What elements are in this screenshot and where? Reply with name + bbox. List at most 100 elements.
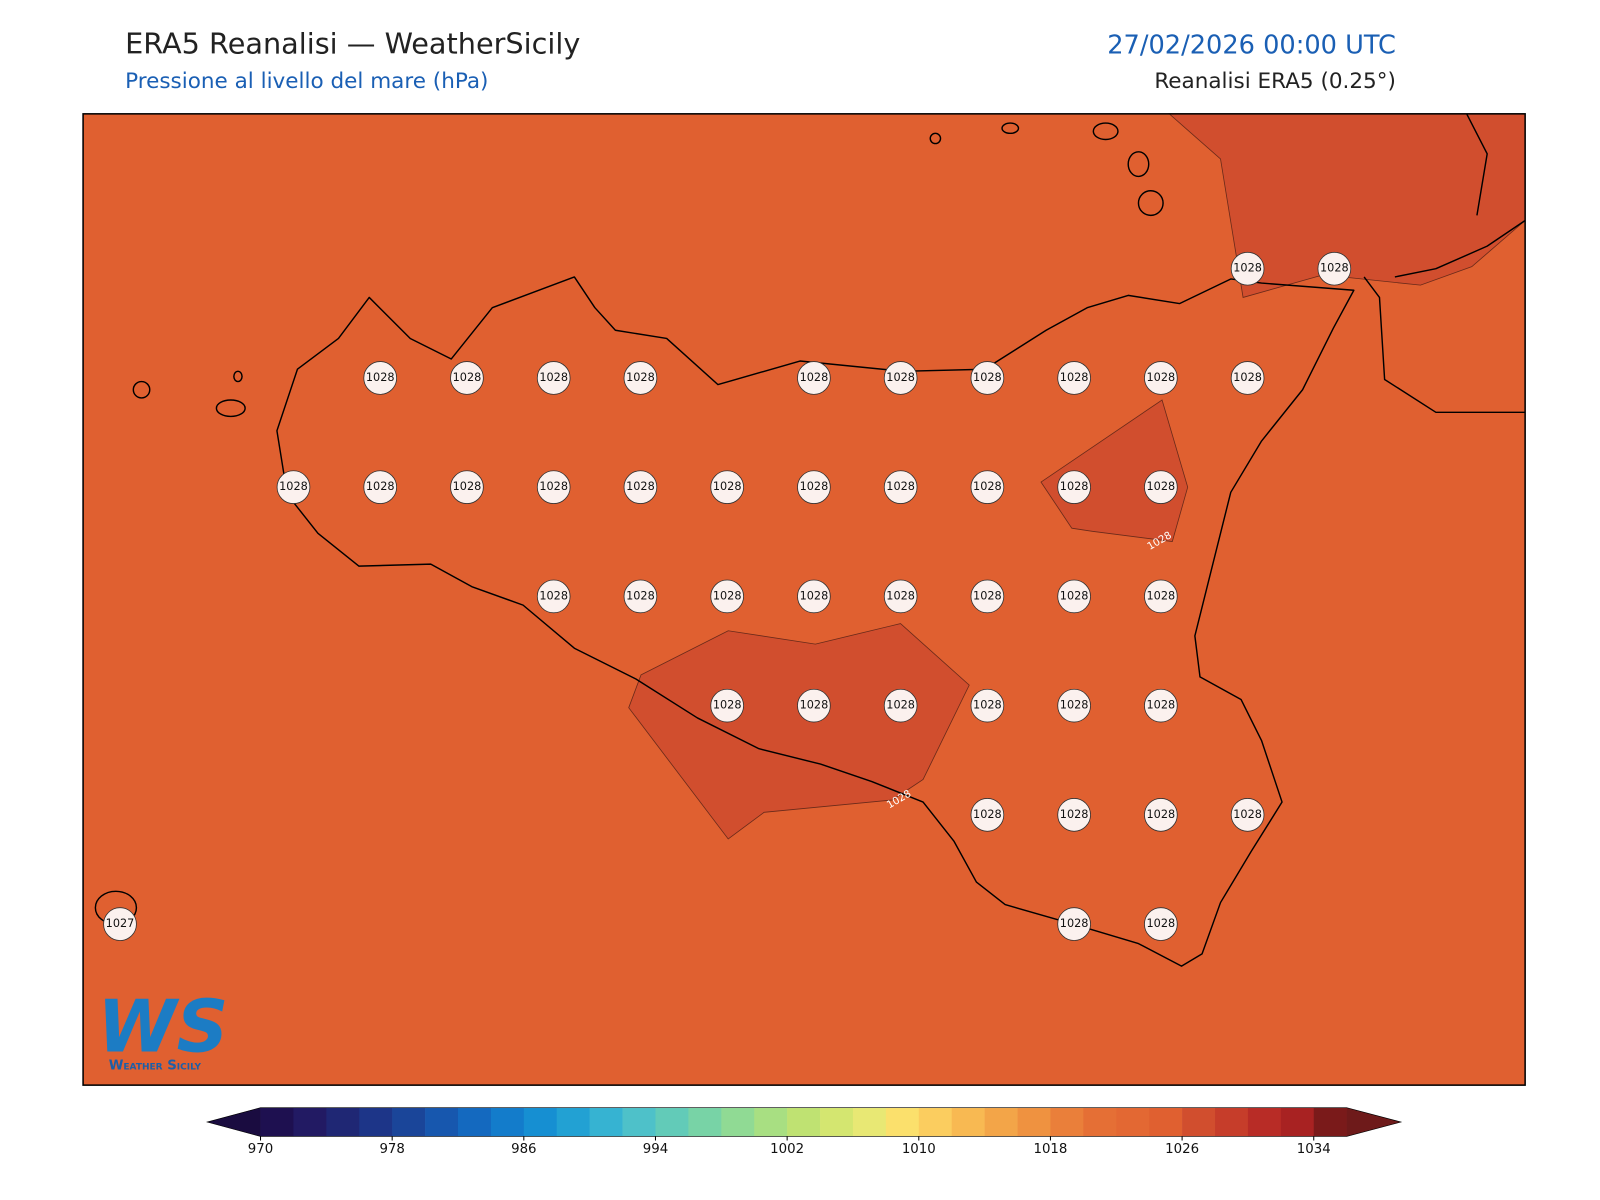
label-badge [1144,907,1178,941]
station-label: 1028 [710,688,744,723]
colorbar-segment [984,1107,1018,1137]
label-badge [1057,361,1091,395]
colorbar-segment [523,1107,558,1137]
label-badge [623,579,658,614]
label-value: 1028 [1060,371,1089,384]
colorbar-segment [425,1107,459,1137]
label-value: 1028 [886,699,915,712]
label-value: 1028 [1060,589,1089,602]
label-badge [1144,579,1178,614]
colorbar-segment [787,1107,821,1137]
colorbar-segment [820,1107,854,1137]
label-value: 1028 [366,371,395,384]
colorbar-segment [457,1107,492,1137]
colorbar-segment [1313,1107,1347,1137]
high-area [628,623,970,840]
source: Reanalisi ERA5 (0.25°) [1154,69,1396,94]
label-badge [363,470,398,504]
coastline [1363,113,1526,414]
station-label: 1028 [970,798,1005,832]
label-value: 1028 [973,808,1002,821]
label-badge [710,470,744,504]
label-value: 1028 [1147,917,1176,930]
station-label: 1028 [1057,361,1091,395]
subtitle: Pressione al livello del mare (hPa) [125,69,488,94]
label-value: 1028 [1060,480,1089,493]
label-value: 1028 [626,589,655,602]
label-badge [623,470,658,504]
label-value: 1028 [366,480,395,493]
label-value: 1028 [973,589,1002,602]
station-label: 1028 [1230,798,1265,832]
label-badge [970,470,1005,504]
label-value: 1028 [1320,262,1349,275]
label-badge [1057,688,1091,723]
label-badge [1230,251,1265,286]
station-label: 1028 [1057,798,1091,832]
station-label: 1028 [970,688,1005,723]
value-labels: 1028 1028 1028 1028 1028 1028 1028 1028 1028 1028… [103,251,1352,941]
colorbar-segment [1149,1107,1183,1137]
station-label: 1028 [797,470,831,504]
colorbar-segment [1247,1107,1282,1137]
colorbar-segment [293,1107,327,1137]
colorbar-outline [205,1107,1403,1137]
colorbar: 970 978 986 994 1002 1010 1018 1026 1034 [205,1107,1403,1157]
label-badge [970,361,1005,395]
label-value: 1028 [800,699,829,712]
colorbar-extend-low [207,1107,261,1137]
colorbar-segment [1083,1107,1117,1137]
label-badge [797,470,831,504]
coastline [276,276,1355,967]
station-label: 1028 [1317,251,1352,286]
label-value: 1028 [539,480,568,493]
station-label: 1028 [1144,579,1178,614]
colorbar-segment [326,1107,360,1137]
label-value: 1028 [800,589,829,602]
station-label: 1028 [1057,688,1091,723]
label-value: 1028 [1147,480,1176,493]
title: ERA5 Reanalisi — WeatherSicily [125,26,580,60]
label-badge [1317,251,1352,286]
colorbar-segment [1116,1107,1150,1137]
colorbar-tick-label: 994 [643,1142,668,1157]
label-badge [1144,361,1178,395]
label-value: 1028 [279,480,308,493]
colorbar-segment [1017,1107,1051,1137]
colorbar-segment [490,1107,525,1137]
station-label: 1028 [883,579,918,614]
station-label: 1028 [1230,251,1265,286]
label-badge [1057,579,1091,614]
station-label: 1028 [623,579,658,614]
label-badge [103,907,137,941]
colorbar-tick-label: 1002 [770,1142,804,1157]
label-badge [536,579,571,614]
label-badge [450,361,484,395]
label-value: 1028 [1233,808,1262,821]
label-badge [797,688,831,723]
label-value: 1028 [713,699,742,712]
station-label: 1028 [1057,579,1091,614]
station-label: 1028 [536,361,571,395]
station-label: 1028 [883,470,918,504]
station-label: 1028 [797,688,831,723]
station-label: 1028 [1144,688,1178,723]
label-value: 1028 [626,480,655,493]
high-area [1040,399,1189,542]
label-value: 1028 [1060,699,1089,712]
station-label: 1028 [883,688,918,723]
map: 1028 1028 WS Weather Sicily 1028 10281028… [82,113,1526,1086]
label-value: 1028 [713,589,742,602]
label-value: 1028 [886,371,915,384]
colorbar-tick-label: 986 [511,1142,536,1157]
label-value: 1028 [453,371,482,384]
label-value: 1028 [1233,371,1262,384]
label-badge [276,470,311,504]
label-badge [536,361,571,395]
label-value: 1028 [973,699,1002,712]
colorbar-segment [1215,1107,1249,1137]
frame [82,113,1526,1086]
colorbar-tick-label: 978 [379,1142,404,1157]
station-label: 1028 [1144,907,1178,941]
label-value: 1028 [1233,262,1262,275]
